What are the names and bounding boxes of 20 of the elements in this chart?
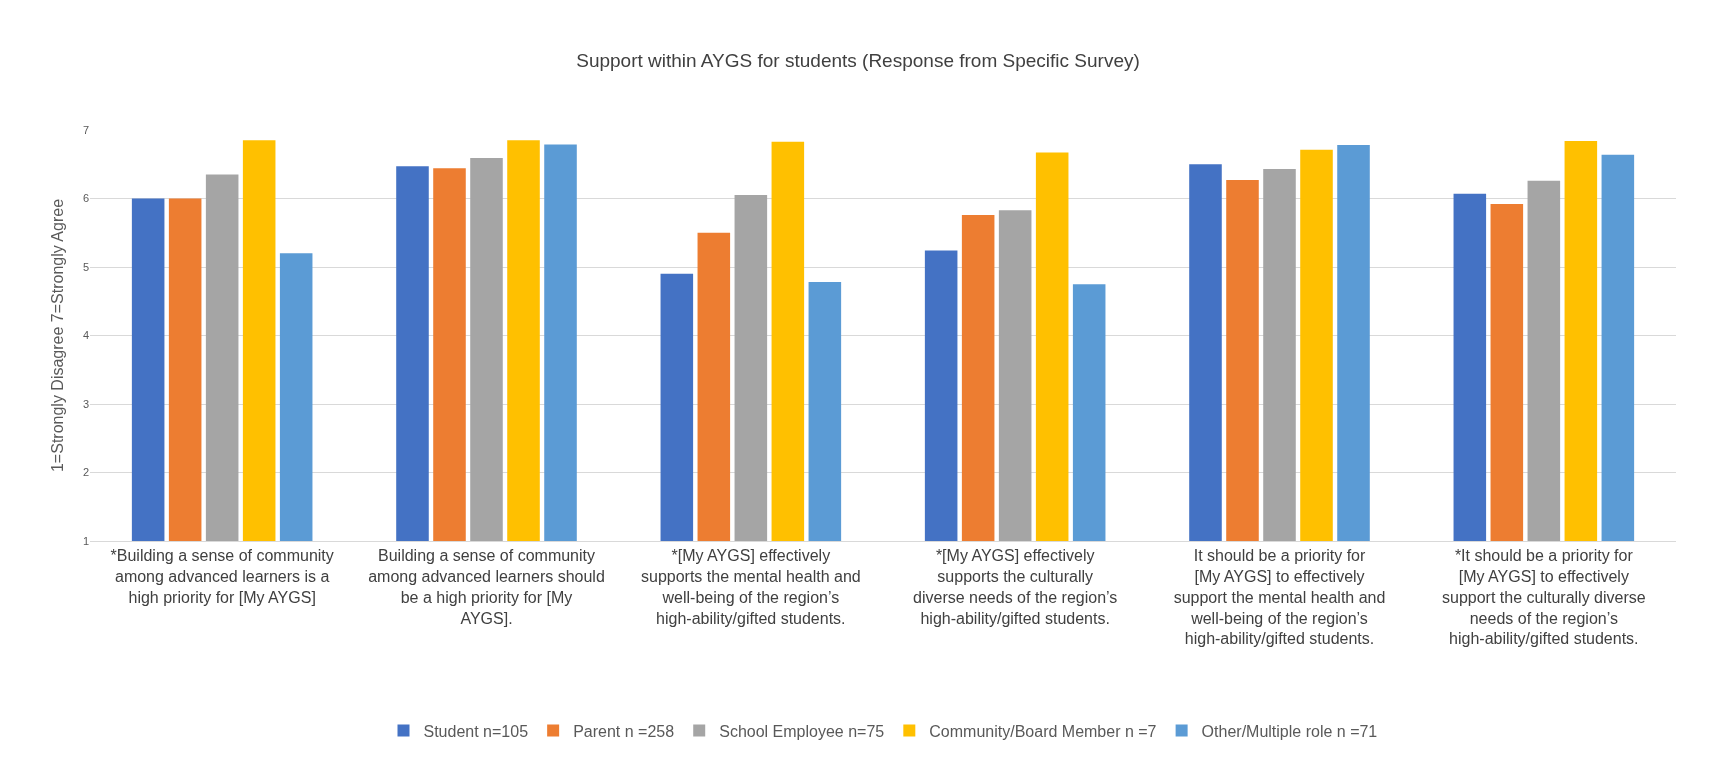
- legend-label: Other/Multiple role n =71: [1201, 722, 1378, 740]
- x-tick-label: *[My AYGS] effectively supports the mental health and well-being of the region’s high-ability/gifted students.: [640, 547, 861, 627]
- y-tick-label: 7: [82, 123, 89, 136]
- x-tick-label: *[My AYGS] effectively supports the culturally diverse needs of the region’s high-ability/gifted students.: [913, 547, 1118, 627]
- y-tick-label: 1: [82, 534, 89, 547]
- y-axis-title: 1=Strongly Disagree 7=Strongly Agree: [48, 198, 66, 473]
- legend-label: Parent n =258: [573, 722, 675, 740]
- legend-label: Student n=105: [423, 722, 529, 740]
- legend-label: School Employee n=75: [719, 722, 885, 740]
- x-tick-label: Building a sense of community among advanced learners should be a high priority for [My AYGS].: [368, 547, 605, 627]
- y-tick-label: 4: [82, 329, 89, 342]
- x-tick-label: *It should be a priority for [My AYGS] to effectively support the culturally diverse needs of the region’s high-ability/gifted students.: [1442, 547, 1646, 648]
- y-tick-label: 6: [82, 192, 89, 205]
- y-tick-label: 2: [82, 466, 89, 479]
- y-tick-label: 3: [82, 397, 89, 410]
- x-tick-label: It should be a priority for [My AYGS] to effectively support the mental health and well-being of the region’s high-ability/gifted students.: [1173, 547, 1386, 648]
- y-tick-label: 5: [82, 260, 89, 273]
- x-tick-label: *Building a sense of community among advanced learners is a high priority for [My AYGS]: [110, 547, 334, 606]
- legend-label: Community/Board Member n =7: [929, 722, 1157, 740]
- chart-title: Support within AYGS for students (Response from Specific Survey): [576, 49, 1140, 71]
